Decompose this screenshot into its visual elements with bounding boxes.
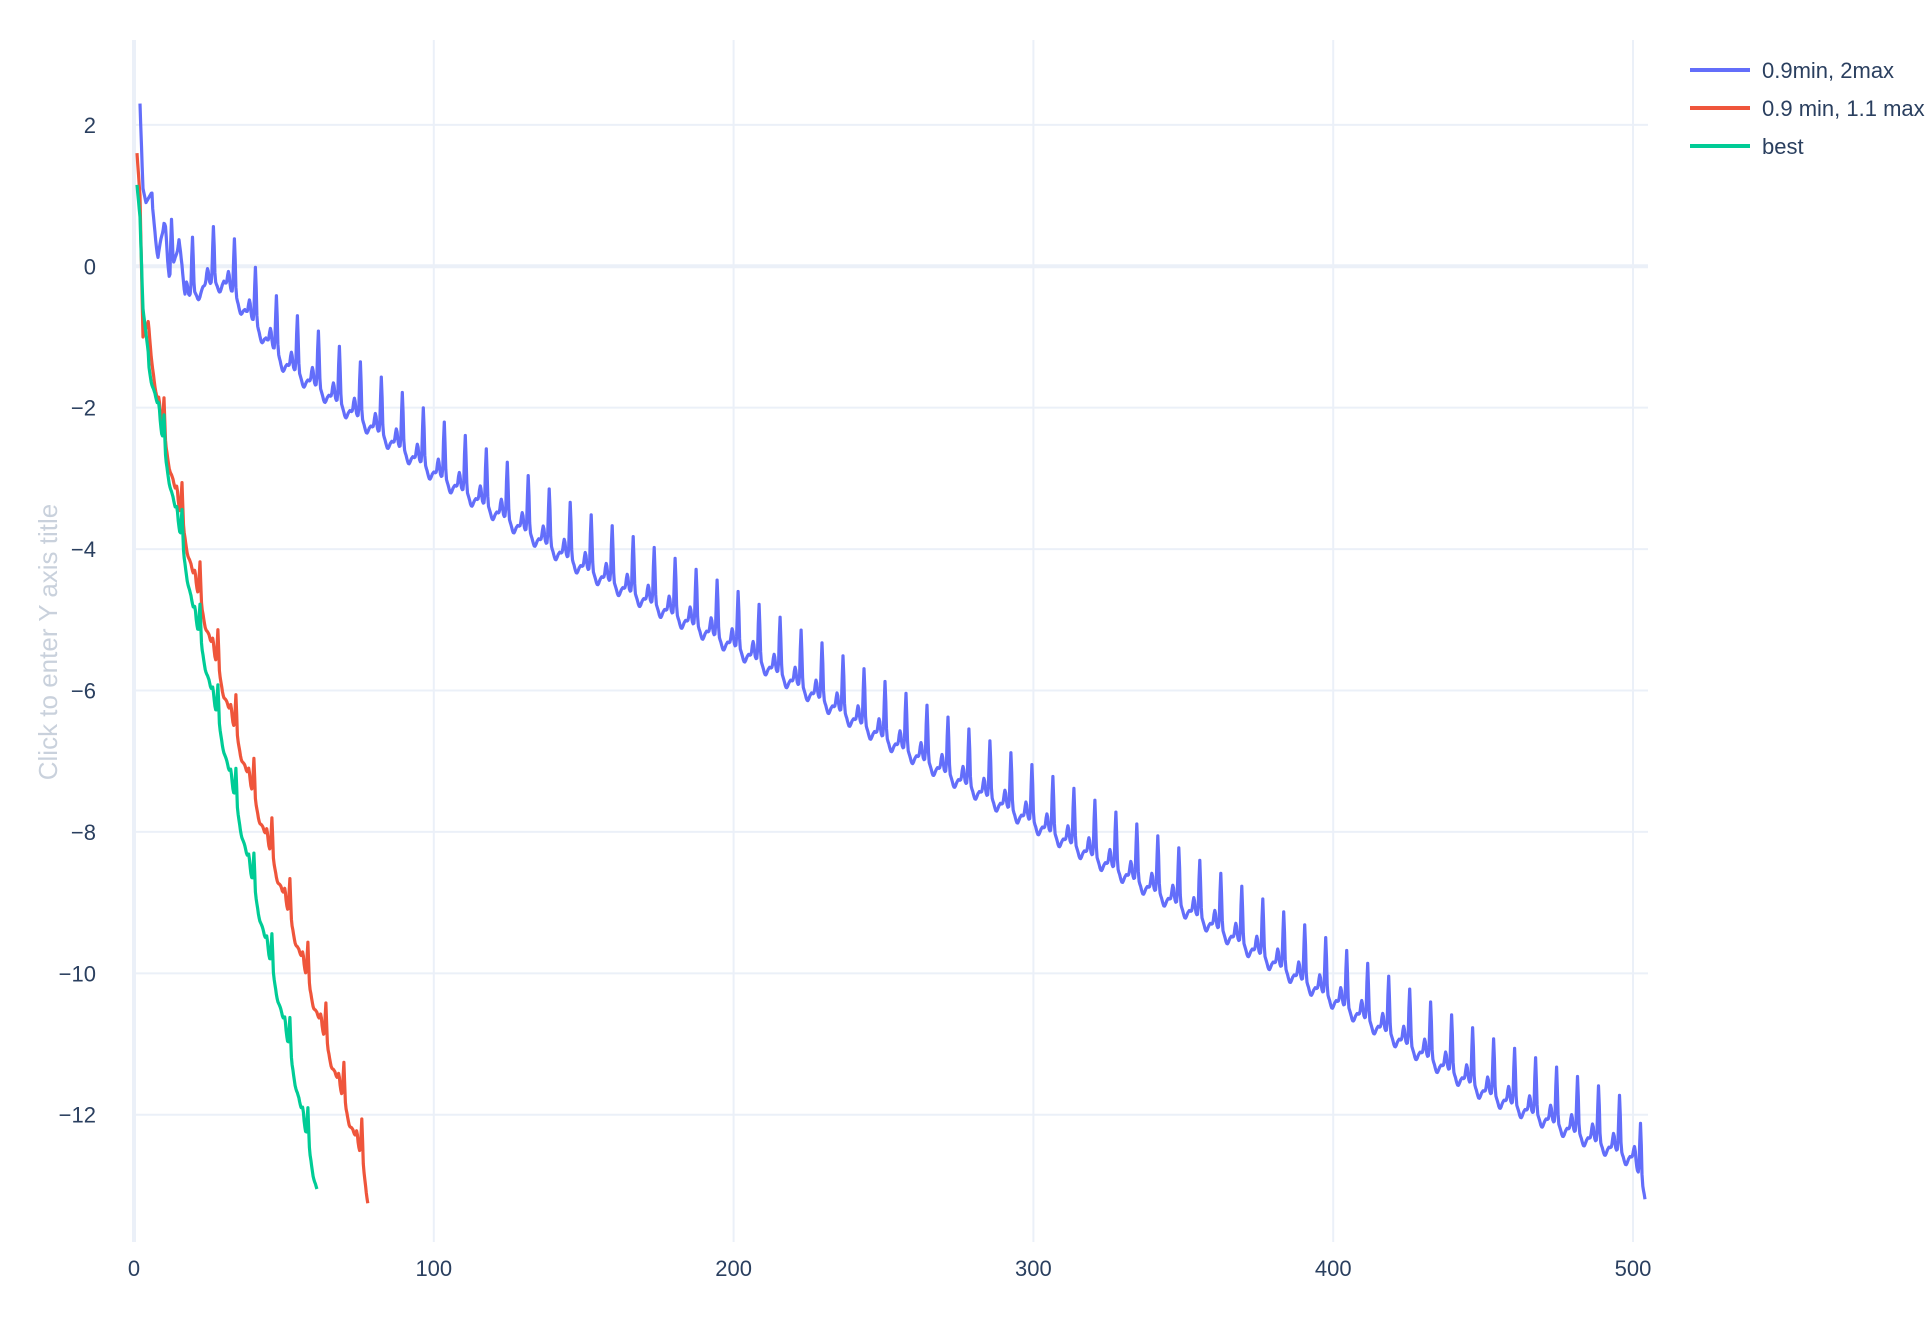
y-tick-label: 0 xyxy=(84,254,96,279)
y-tick-label: −2 xyxy=(71,396,96,421)
y-tick-label: −10 xyxy=(59,961,96,986)
legend-label: 0.9 min, 1.1 max xyxy=(1762,96,1925,121)
x-tick-label: 0 xyxy=(128,1256,140,1281)
grid-lines xyxy=(132,40,1648,1242)
legend-item[interactable]: 0.9 min, 1.1 max xyxy=(1690,96,1925,121)
series-line-1 xyxy=(135,152,370,1204)
legend[interactable]: 0.9min, 2max 0.9 min, 1.1 max best xyxy=(1690,58,1925,159)
legend-item[interactable]: best xyxy=(1690,134,1804,159)
legend-label: best xyxy=(1762,134,1804,159)
x-tick-label: 200 xyxy=(715,1256,752,1281)
y-tick-label: −6 xyxy=(71,678,96,703)
y-axis-title[interactable]: Click to enter Y axis title xyxy=(33,504,63,781)
axes: 0 100 200 300 400 500 2 0 −2 −4 −6 −8 −10 −12 xyxy=(59,113,1652,1281)
x-tick-label: 300 xyxy=(1015,1256,1052,1281)
y-tick-label: −12 xyxy=(59,1103,96,1128)
legend-item[interactable]: 0.9min, 2max xyxy=(1690,58,1894,83)
x-tick-label: 400 xyxy=(1315,1256,1352,1281)
y-tick-label: −8 xyxy=(71,820,96,845)
x-tick-label: 500 xyxy=(1615,1256,1652,1281)
series-line-0 xyxy=(138,103,1647,1200)
y-tick-label: −4 xyxy=(71,537,96,562)
series-line-2 xyxy=(135,184,319,1190)
x-tick-label: 100 xyxy=(415,1256,452,1281)
y-tick-label: 2 xyxy=(84,113,96,138)
series-lines xyxy=(135,103,1647,1204)
legend-label: 0.9min, 2max xyxy=(1762,58,1894,83)
